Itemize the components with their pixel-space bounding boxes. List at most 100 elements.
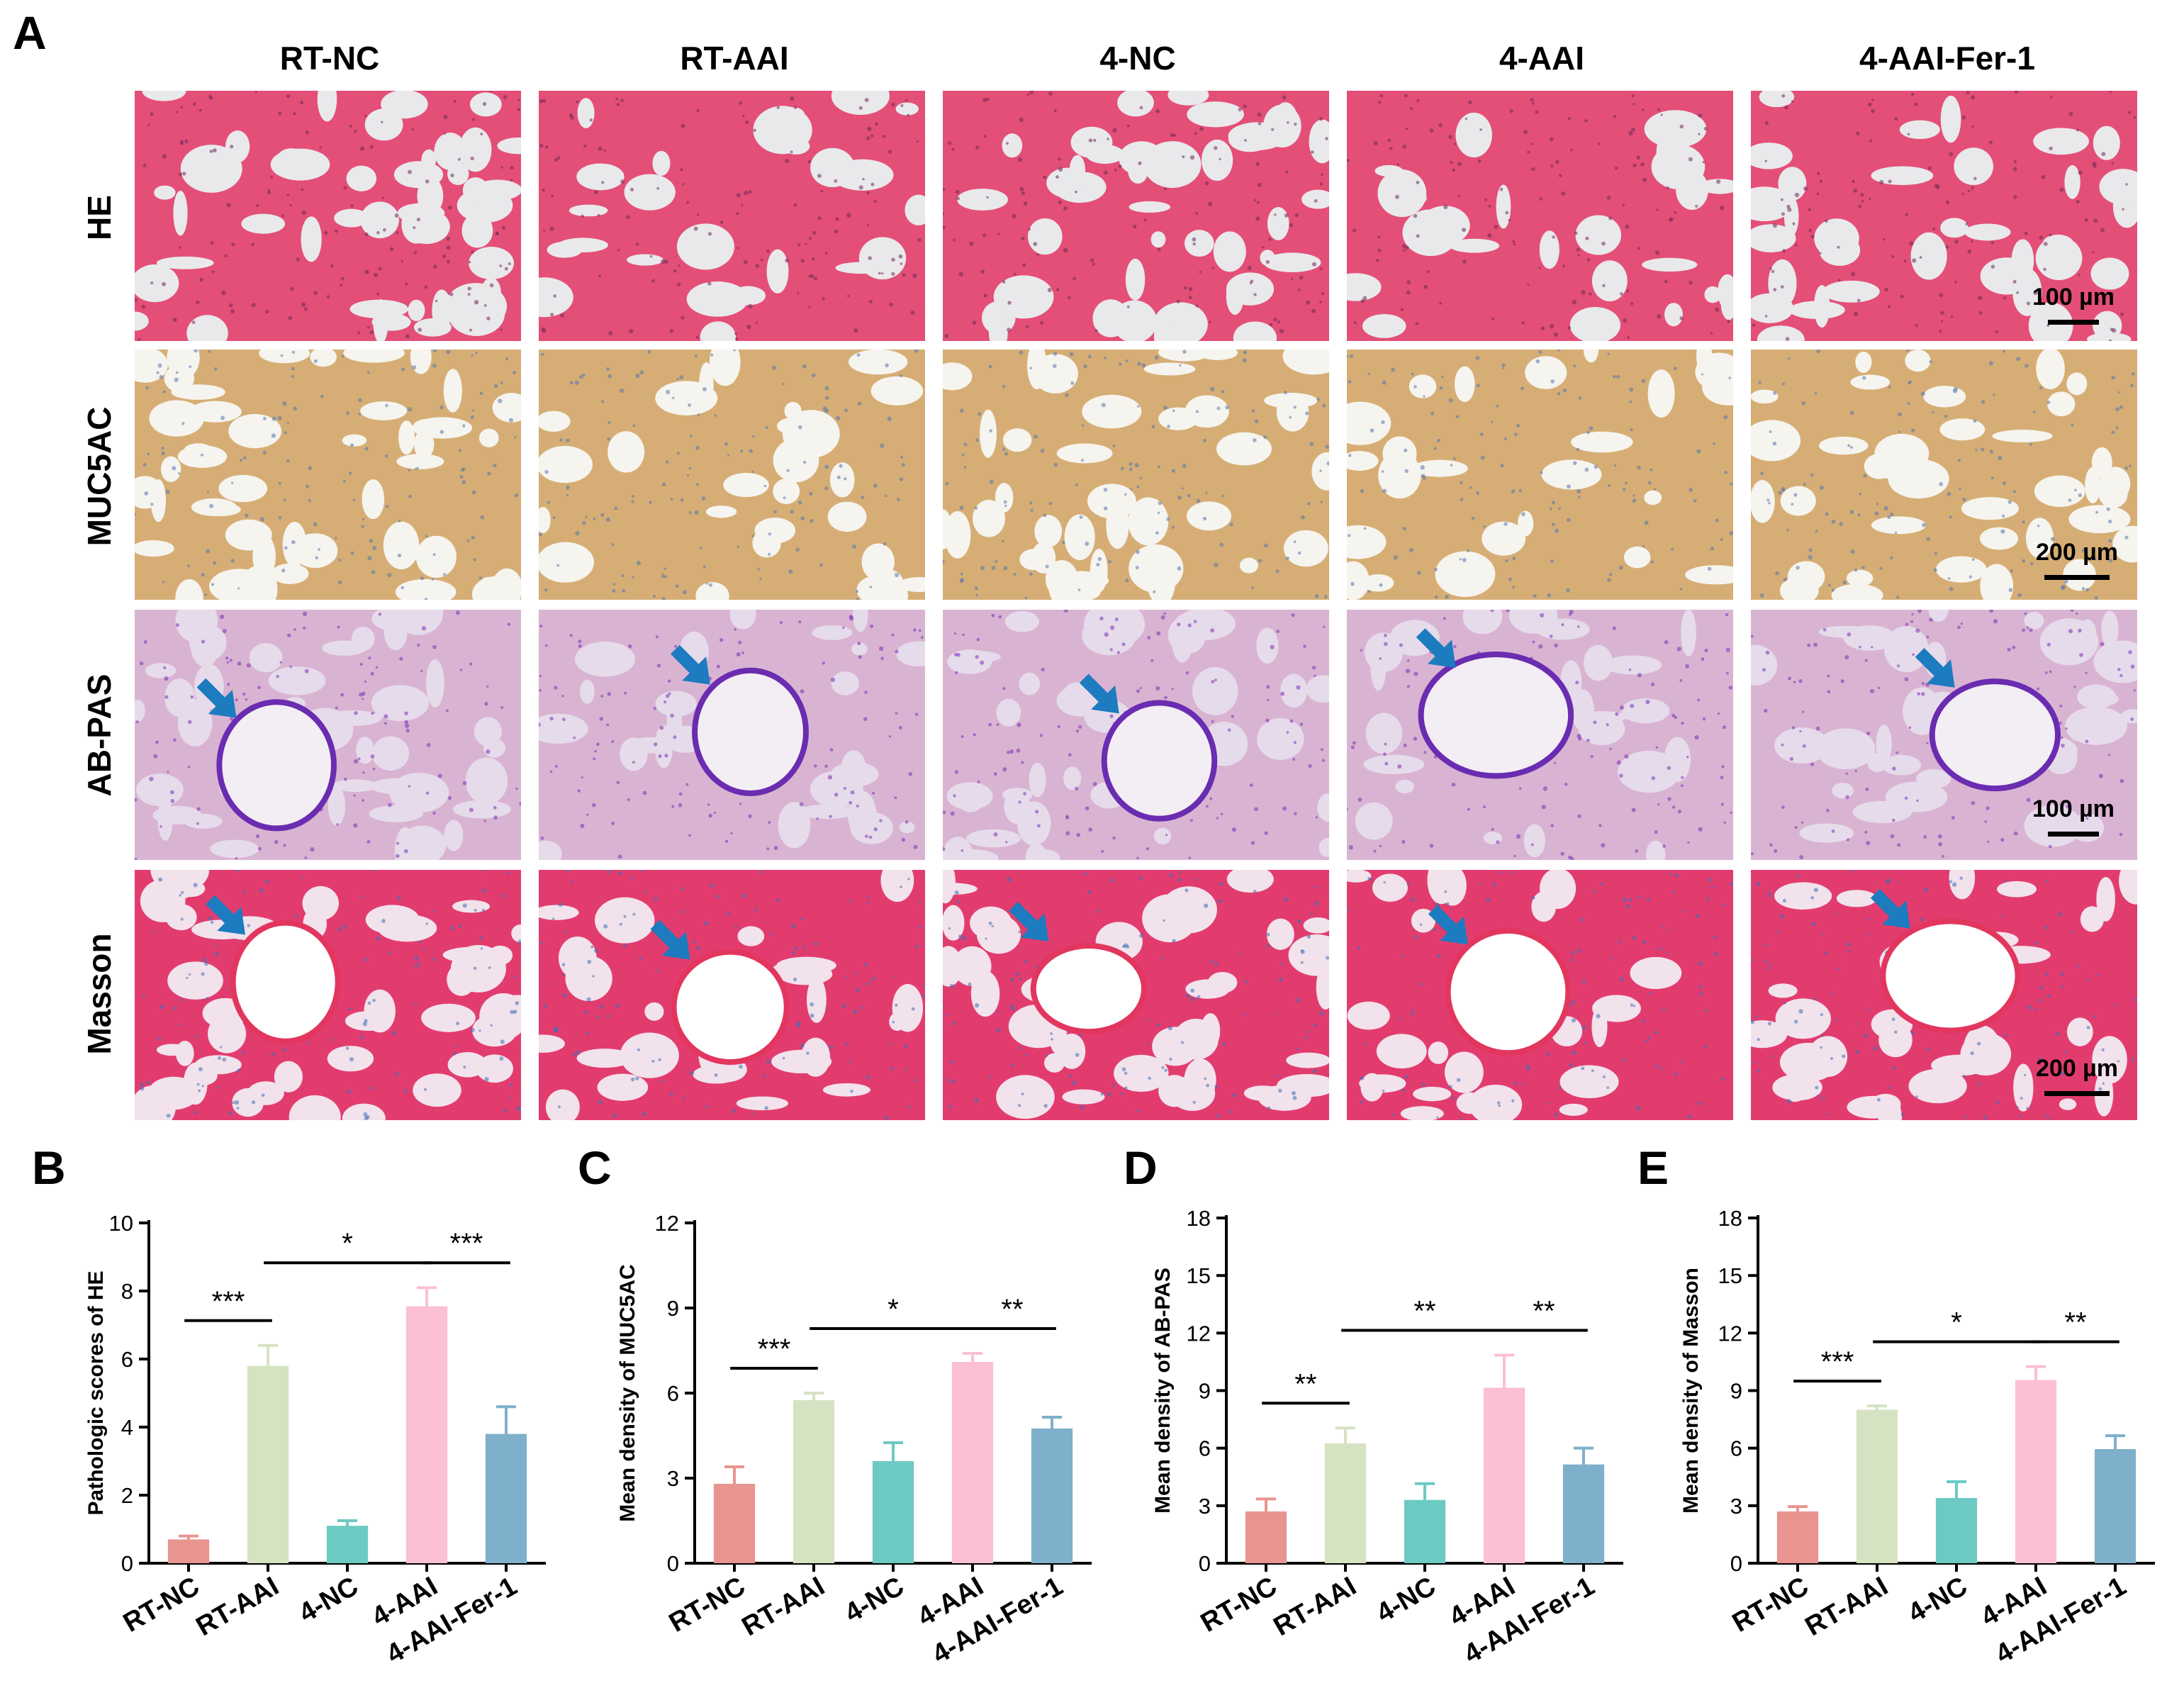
stain-dot — [318, 548, 320, 551]
stain-dot — [262, 450, 267, 455]
stain-dot — [844, 408, 849, 413]
alveolar-space — [899, 576, 925, 593]
stain-dot — [1853, 311, 1859, 317]
stain-dot — [565, 870, 570, 873]
stain-dot — [866, 982, 870, 986]
stain-dot — [630, 1077, 635, 1082]
stain-dot — [153, 932, 156, 934]
stain-dot — [673, 735, 677, 739]
stain-dot — [576, 1050, 581, 1055]
stain-dot — [1572, 461, 1577, 466]
stain-dot — [1476, 384, 1480, 388]
alveolar-space — [2099, 169, 2137, 206]
stain-dot — [1446, 902, 1450, 905]
stain-dot — [1549, 635, 1553, 639]
stain-dot — [895, 1003, 898, 1007]
stain-dot — [738, 640, 742, 644]
stain-dot — [1423, 476, 1426, 480]
stain-dot — [975, 593, 978, 597]
stain-dot — [1857, 513, 1861, 517]
stain-dot — [1179, 871, 1182, 874]
alveolar-space — [943, 917, 958, 937]
stain-dot — [1523, 130, 1528, 135]
stain-dot — [1871, 108, 1875, 113]
stain-dot — [1177, 566, 1182, 571]
stain-dot — [849, 800, 853, 805]
stain-dot — [2076, 199, 2080, 204]
stain-dot — [1796, 565, 1800, 570]
stain-dot — [943, 1005, 945, 1009]
stain-dot — [1348, 454, 1352, 457]
stain-dot — [1172, 409, 1175, 413]
stain-dot — [658, 754, 662, 759]
stain-dot — [142, 463, 147, 466]
stain-dot — [301, 210, 306, 216]
stain-dot — [1578, 396, 1582, 401]
stain-dot — [1679, 316, 1684, 320]
stain-dot — [1914, 102, 1918, 106]
stain-dot — [1164, 1068, 1167, 1072]
alveolar-space — [360, 401, 408, 420]
stain-dot — [1249, 783, 1253, 787]
alveolar-space — [783, 107, 805, 125]
stain-dot — [1802, 744, 1806, 748]
stain-dot — [1365, 1042, 1368, 1046]
stain-dot — [1450, 1096, 1455, 1100]
stain-dot — [1347, 158, 1350, 162]
stain-dot — [1862, 376, 1866, 380]
stain-dot — [1267, 698, 1270, 702]
stain-dot — [1907, 401, 1910, 406]
stain-dot — [457, 157, 461, 161]
stain-dot — [1555, 160, 1559, 164]
stain-dot — [1973, 177, 1977, 181]
micrograph-masson-5 — [1751, 870, 2137, 1120]
stain-dot — [1687, 1114, 1692, 1119]
stain-dot — [1027, 93, 1030, 96]
stain-dot — [276, 674, 279, 678]
stain-dot — [1671, 713, 1676, 718]
stain-dot — [513, 1010, 517, 1015]
stain-dot — [1957, 459, 1961, 462]
stain-dot — [1218, 899, 1223, 904]
stain-dot — [1819, 485, 1825, 491]
alveolar-space — [1645, 840, 1666, 860]
stain-dot — [1722, 725, 1727, 730]
stain-dot — [432, 553, 436, 557]
stain-dot — [411, 365, 417, 370]
stain-dot — [543, 230, 546, 233]
stain-dot — [1886, 878, 1891, 883]
stain-dot — [963, 466, 967, 469]
stain-dot — [1243, 104, 1247, 108]
stain-dot — [1320, 748, 1323, 751]
stain-dot — [157, 1036, 162, 1041]
stain-dot — [669, 1092, 674, 1096]
stain-dot — [2093, 218, 2098, 223]
stain-dot — [517, 108, 520, 111]
stain-dot — [1360, 1100, 1364, 1104]
stain-dot — [1110, 878, 1115, 883]
stain-dot — [2131, 1057, 2135, 1061]
stain-dot — [1243, 350, 1247, 354]
stain-dot — [2046, 642, 2051, 647]
stain-dot — [856, 804, 859, 808]
stain-dot — [304, 669, 309, 673]
scalebar-label-he: 100 µm — [2032, 284, 2115, 311]
stain-dot — [642, 790, 647, 795]
stain-dot — [1815, 1085, 1819, 1090]
stain-dot — [1021, 236, 1025, 241]
stain-dot — [1204, 903, 1209, 908]
micrograph-abpas-4 — [1347, 610, 1733, 860]
micrograph-muc-4 — [1347, 350, 1733, 600]
stain-dot — [642, 1112, 647, 1117]
alveolar-space — [444, 820, 464, 851]
stain-dot — [1360, 488, 1365, 493]
stain-dot — [1413, 385, 1417, 389]
stain-dot — [1879, 566, 1883, 570]
stain-dot — [1786, 204, 1791, 209]
stain-dot — [1847, 632, 1852, 637]
stain-dot — [308, 498, 311, 503]
stain-dot — [806, 1051, 810, 1055]
stain-dot — [1214, 1085, 1219, 1089]
stain-dot — [961, 849, 964, 852]
stain-dot — [754, 907, 758, 912]
